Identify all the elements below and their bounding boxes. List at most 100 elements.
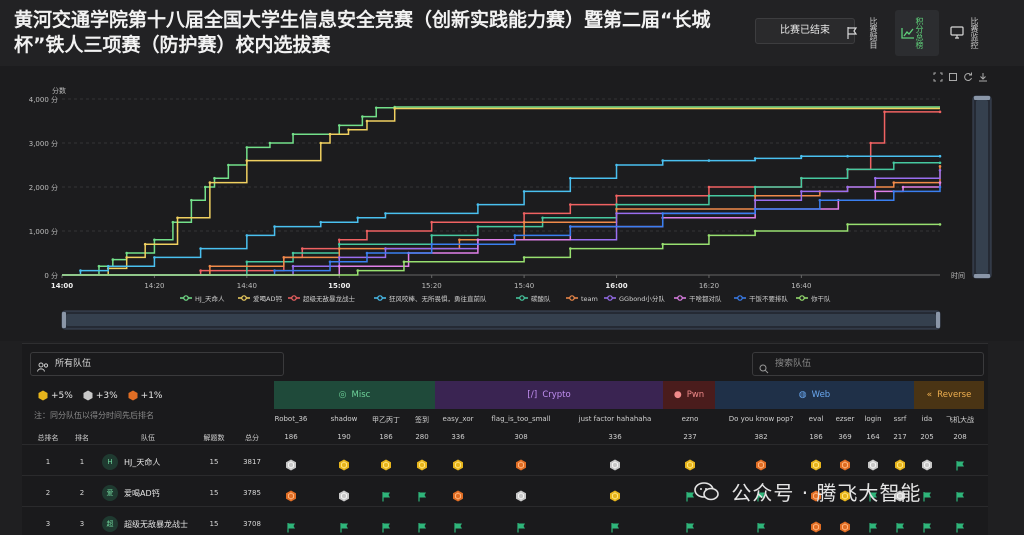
category-label: Reverse bbox=[937, 390, 972, 400]
data-point bbox=[874, 176, 877, 180]
wechat-icon bbox=[694, 481, 720, 508]
challenge-name[interactable]: Do you know pop? bbox=[728, 415, 794, 423]
category-pwn[interactable]: ● Pwn bbox=[663, 381, 715, 409]
y-tick-label: 2,000 分 bbox=[29, 183, 58, 192]
gold-blood-icon bbox=[840, 490, 850, 502]
cell-solved: 15 bbox=[209, 489, 219, 497]
solve-status bbox=[339, 518, 349, 535]
team-filter-select[interactable]: 所有队伍 bbox=[30, 352, 284, 376]
data-point bbox=[337, 264, 341, 268]
data-point bbox=[938, 154, 942, 158]
challenge-name[interactable]: 甲乙丙丁 bbox=[372, 416, 400, 424]
legend-marker bbox=[569, 295, 575, 301]
challenge-name[interactable]: ezser bbox=[835, 415, 855, 423]
tab-scoreboard[interactable]: 积分总榜 bbox=[895, 10, 939, 56]
team-name[interactable]: 超级无敌暴龙战士 bbox=[124, 520, 188, 529]
zoom-slider-range bbox=[66, 314, 936, 326]
flag-icon[interactable] bbox=[846, 20, 866, 44]
solve-status bbox=[955, 487, 965, 506]
silver-blood-icon bbox=[922, 459, 932, 471]
contest-status-button[interactable]: 比赛已结束 bbox=[755, 18, 855, 44]
data-point bbox=[892, 161, 896, 165]
series-line bbox=[62, 155, 940, 276]
data-point bbox=[800, 190, 803, 193]
category-crypto[interactable]: [/] Crypto bbox=[435, 381, 663, 409]
gold-blood-icon bbox=[811, 459, 821, 471]
data-point bbox=[901, 185, 905, 189]
challenge-name[interactable]: easy_xor bbox=[442, 415, 474, 423]
row-divider bbox=[22, 444, 988, 445]
solved-flag-icon bbox=[382, 492, 390, 502]
category-icon: « bbox=[926, 390, 933, 400]
legend-label: 狂风咬棒、无所畏惧，勇往直前队 bbox=[389, 294, 487, 303]
series-line bbox=[62, 166, 941, 276]
challenge-score: 369 bbox=[838, 433, 852, 441]
legend-marker bbox=[241, 295, 247, 301]
data-point bbox=[522, 256, 526, 259]
challenge-name[interactable]: ssrf bbox=[893, 415, 907, 423]
restore-icon[interactable] bbox=[963, 72, 973, 82]
solve-status bbox=[840, 487, 851, 506]
cell-solved: 15 bbox=[209, 520, 219, 528]
data-point bbox=[356, 269, 360, 272]
cell-overall-rank: 2 bbox=[45, 489, 51, 497]
challenge-name[interactable]: flag_is_too_small bbox=[491, 415, 551, 423]
solve-status bbox=[756, 456, 767, 475]
cell-total: 3708 bbox=[243, 520, 261, 528]
challenge-name[interactable]: shadow bbox=[330, 415, 358, 423]
solve-status bbox=[417, 456, 428, 475]
data-point bbox=[661, 159, 665, 162]
silver-blood-icon bbox=[516, 490, 526, 502]
challenge-name[interactable]: Robot_36 bbox=[274, 415, 308, 423]
challenge-score: 336 bbox=[608, 433, 622, 441]
challenge-name[interactable]: eval bbox=[808, 415, 824, 423]
bonus-second: +3% bbox=[83, 390, 118, 401]
data-point bbox=[615, 207, 618, 211]
data-point bbox=[347, 128, 350, 132]
silver-blood-icon bbox=[339, 490, 349, 502]
cell-solved: 15 bbox=[209, 458, 219, 466]
solved-flag-icon bbox=[454, 523, 462, 533]
zoom-reset-icon[interactable] bbox=[948, 72, 958, 82]
team-name[interactable]: HJ_天命人 bbox=[124, 458, 161, 467]
data-point bbox=[522, 220, 526, 224]
chart-line-icon bbox=[901, 24, 915, 43]
team-icon bbox=[37, 359, 49, 381]
data-point bbox=[384, 247, 387, 250]
bonus-legend: +5% +3% +1% bbox=[38, 390, 162, 401]
legend-marker bbox=[519, 295, 525, 301]
solve-status bbox=[868, 487, 878, 506]
challenge-score: 190 bbox=[337, 433, 351, 441]
team-search-input[interactable] bbox=[752, 352, 984, 376]
download-icon[interactable] bbox=[978, 72, 988, 82]
challenge-name[interactable]: login bbox=[864, 415, 882, 423]
solve-status bbox=[685, 456, 696, 475]
data-point bbox=[615, 163, 618, 167]
category-reverse[interactable]: « Reverse bbox=[914, 381, 984, 409]
category-web[interactable]: ◍ Web bbox=[715, 381, 914, 409]
data-point bbox=[273, 269, 276, 272]
challenge-name[interactable]: ezno bbox=[681, 415, 699, 423]
tab-monitor[interactable]: 比赛监控 bbox=[950, 10, 990, 56]
challenge-name[interactable]: 签到 bbox=[415, 416, 429, 424]
solved-flag-icon bbox=[923, 523, 931, 533]
legend-label: HJ_天命人 bbox=[195, 294, 225, 303]
data-point bbox=[402, 260, 406, 264]
challenge-name[interactable]: just factor hahahaha bbox=[578, 415, 652, 423]
data-point bbox=[319, 141, 323, 145]
data-point bbox=[938, 223, 942, 226]
challenge-name[interactable]: 飞机大战 bbox=[946, 416, 974, 424]
team-name[interactable]: 爱喝AD钙 bbox=[124, 489, 160, 498]
data-point bbox=[430, 242, 433, 246]
data-point bbox=[328, 260, 332, 264]
tab-challenges[interactable]: 比赛题目 bbox=[869, 10, 893, 56]
challenge-name[interactable]: ida bbox=[921, 415, 933, 423]
data-point bbox=[337, 256, 341, 259]
category-label: Crypto bbox=[542, 390, 571, 400]
solved-flag-icon bbox=[956, 461, 964, 471]
solved-flag-icon bbox=[517, 523, 525, 533]
bronze-blood-icon bbox=[811, 490, 821, 502]
x-tick-label: 16:20 bbox=[699, 282, 719, 290]
category-misc[interactable]: ◎ Misc bbox=[274, 381, 435, 409]
zoom-icon[interactable] bbox=[933, 72, 943, 82]
